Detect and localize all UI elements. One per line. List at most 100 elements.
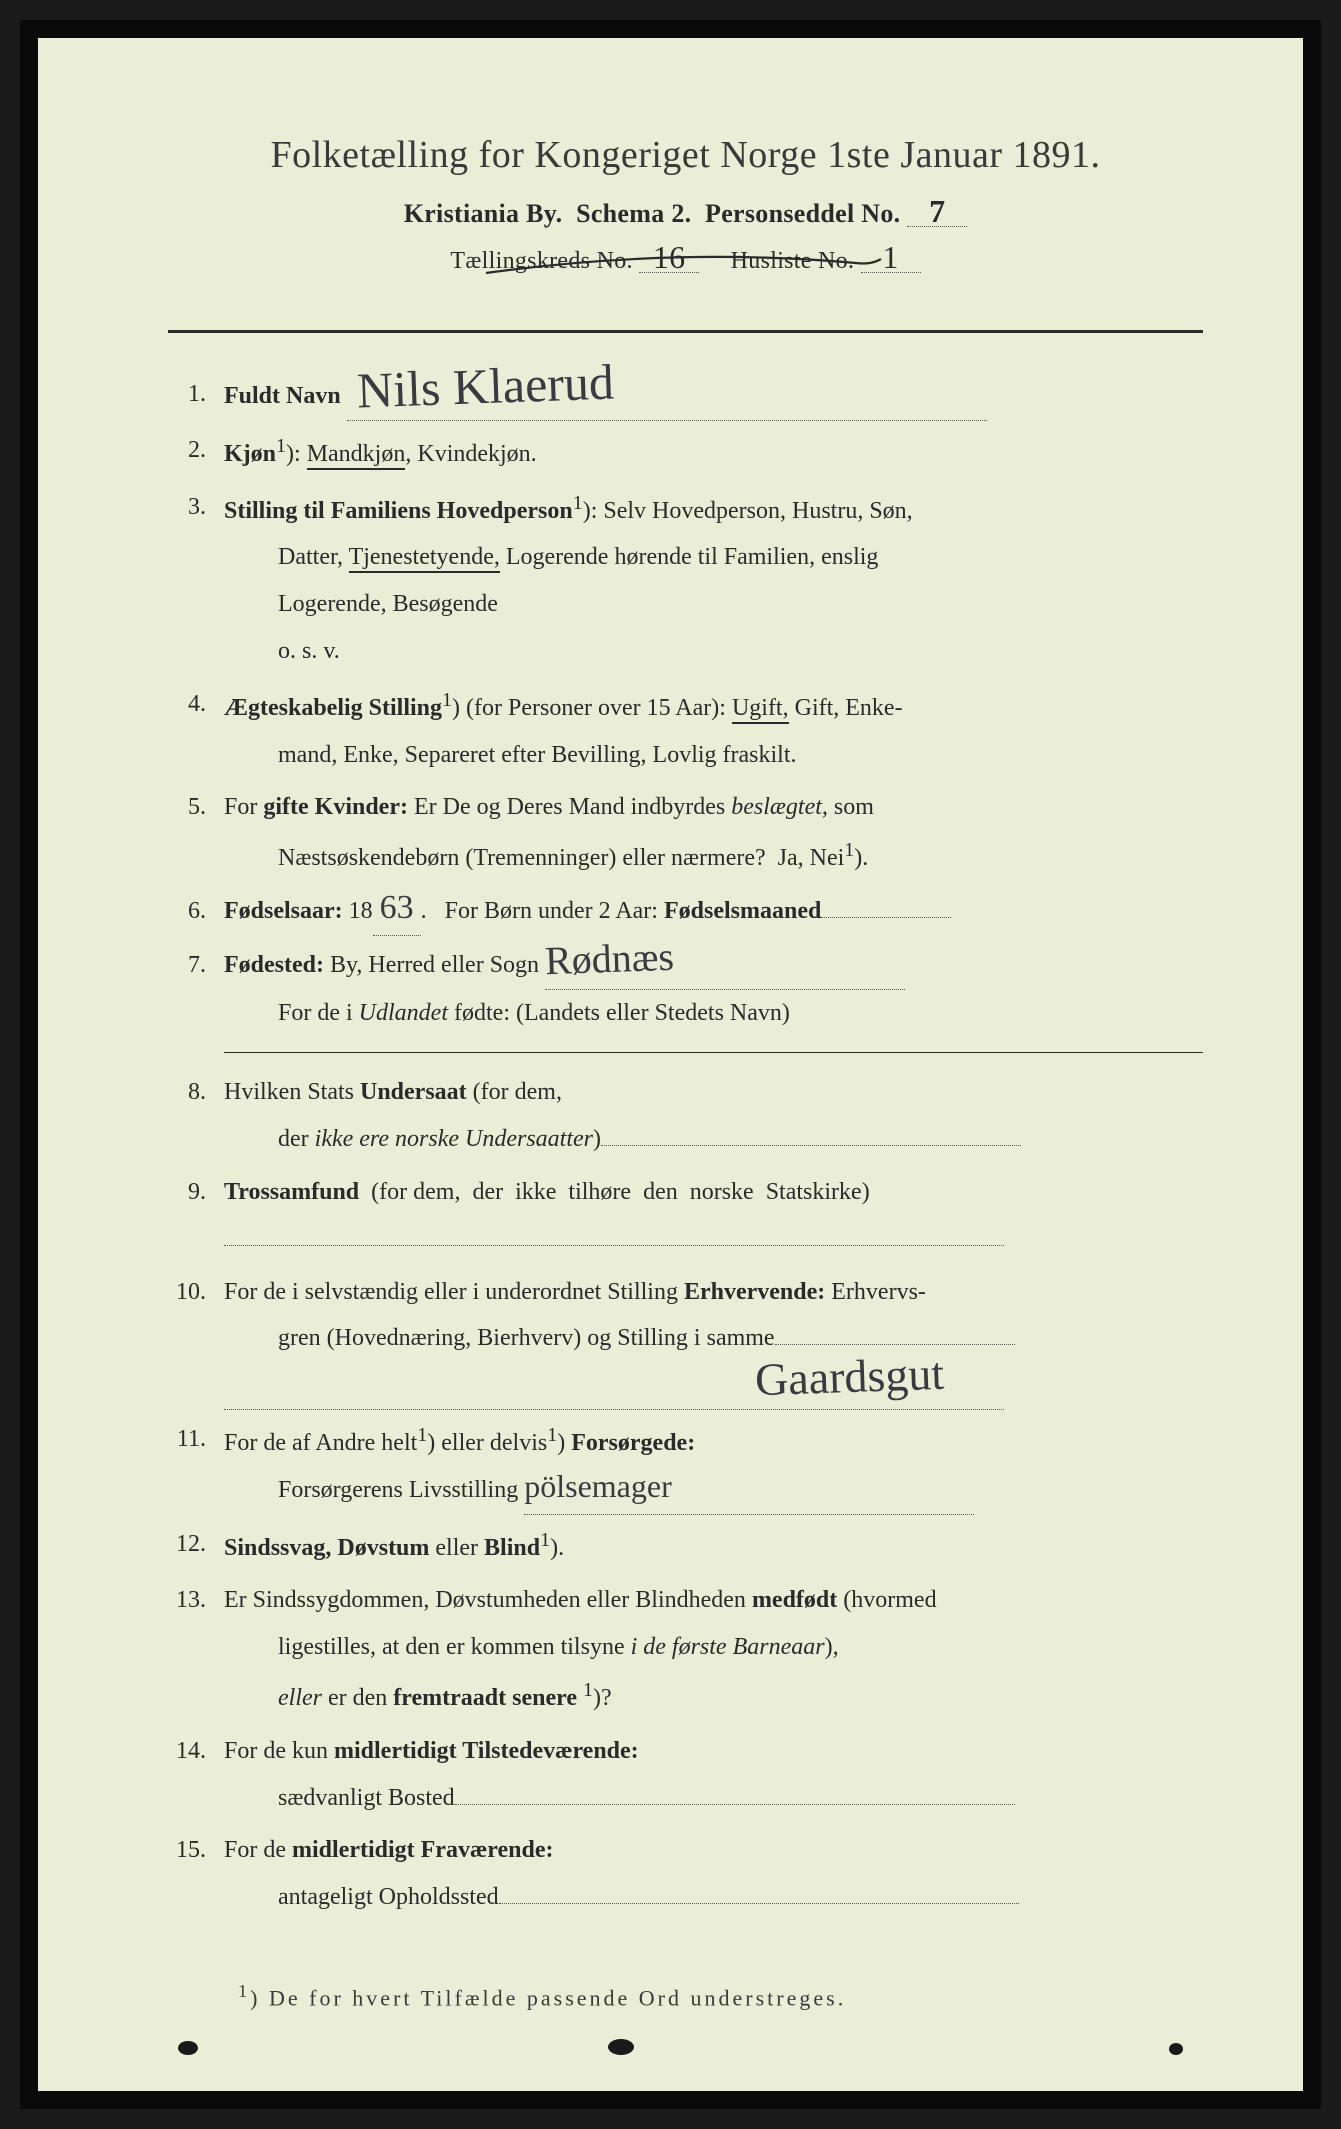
entry-13: 13. Er Sindssygdommen, Døvstumheden elle… [168,1577,1203,1721]
label2: Fødselsmaaned [664,898,821,924]
entry-body: Stilling til Familiens Hovedperson1): Se… [224,484,1203,675]
entry-5: 5. For gifte Kvinder: Er De og Deres Man… [168,784,1203,882]
month-field [821,917,951,918]
b1: medfødt [752,1587,837,1613]
entry-body: For de i selvstændig eller i underordnet… [224,1269,1203,1410]
l2a: der [278,1126,315,1152]
name-value: Nils Klaerud [356,367,614,406]
entry-body: Fødested: By, Herred eller Sogn Rødnæs F… [224,942,1203,1037]
label: midlertidigt Fraværende: [292,1837,554,1863]
entry-2: 2. Kjøn1): Mandkjøn, Kvindekjøn. [168,427,1203,478]
line2: Forsørgerens Livsstilling pölsemager [224,1477,974,1503]
l3a: eller [278,1685,322,1711]
entry-num: 15. [168,1827,224,1921]
t2: Erhvervs- [825,1279,926,1305]
entry-7: 7. Fødested: By, Herred eller Sogn Rødnæ… [168,942,1203,1037]
selected-ugift: Ugift, [732,695,789,724]
line2: Næstsøskendebørn (Tremenninger) eller næ… [224,845,868,871]
ital: i de første Barneaar [631,1634,825,1660]
entry-4: 4. Ægteskabelig Stilling1) (for Personer… [168,681,1203,779]
sup: 1 [573,492,583,514]
rest: ) (for Personer over 15 Aar): [452,695,732,721]
entry-num: 6. [168,888,224,936]
l2a: Datter, [278,544,349,570]
entry-body: Er Sindssygdommen, Døvstumheden eller Bl… [224,1577,1203,1721]
entry-body: Ægteskabelig Stilling1) (for Personer ov… [224,681,1203,779]
label: Fødested: [224,952,324,978]
label: midlertidigt Tilstedeværende: [334,1738,639,1764]
rest: By, Herred eller Sogn [324,952,545,978]
l2b: fødte: (Landets eller Stedets Navn) [448,1000,790,1026]
t1: Hvilken Stats [224,1079,360,1105]
l2: Næstsøskendebørn (Tremenninger) eller næ… [278,845,844,871]
flourish-mark [168,249,1203,290]
label: Trossamfund [224,1179,359,1205]
t2: (hvormed [837,1587,936,1613]
t3: ) [557,1430,571,1456]
entry-9: 9. Trossamfund (for dem, der ikke tilhør… [168,1169,1203,1263]
entries: 1. Fuldt Navn Nils Klaerud 2. Kjøn1): Ma… [168,371,1203,1921]
ink-blob-icon [1169,2043,1183,2055]
scan-frame: Folketælling for Kongeriget Norge 1ste J… [20,20,1321,2109]
label: Fuldt Navn [224,383,341,409]
footnote-text: ) De for hvert Tilfælde passende Ord und… [250,1985,846,2010]
rest: ): [286,441,307,467]
header: Folketælling for Kongeriget Norge 1ste J… [168,133,1203,290]
ital: ikke ere norske Undersaatter [315,1126,593,1152]
occupation-value: Gaardsgut [755,1360,945,1394]
l2: Forsørgerens Livsstilling [278,1477,524,1503]
entry-body: Sindssvag, Døvstum eller Blind1). [224,1521,1203,1572]
entry-num: 3. [168,484,224,675]
sup: 1 [417,1424,427,1446]
entry-num: 2. [168,427,224,478]
ital: beslægtet, [731,794,828,820]
t1: Er Sindssygdommen, Døvstumheden eller Bl… [224,1587,752,1613]
entry-num: 4. [168,681,224,779]
entry-body: Fødselsaar: 1863. For Børn under 2 Aar: … [224,888,1203,936]
entry-body: For de kun midlertidigt Tilstedeværende:… [224,1728,1203,1822]
b2: fremtraadt senere [393,1685,577,1711]
entry-10: 10. For de i selvstændig eller i underor… [168,1269,1203,1410]
rest2: Gift, Enke- [789,695,903,721]
t1: For de i selvstændig eller i underordnet… [224,1279,684,1305]
entry-body: For de midlertidigt Fraværende: antageli… [224,1827,1203,1921]
name-field: Nils Klaerud [347,371,987,421]
entry-num: 12. [168,1521,224,1572]
subtitle-prefix: Kristiania By. Schema 2. Personseddel No… [404,199,901,228]
t2: ) eller delvis [427,1430,547,1456]
label: Fødselsaar: [224,898,343,924]
t1: For de af Andre helt [224,1430,417,1456]
mid: eller [429,1535,484,1561]
line3: Logerende, Besøgende [224,591,498,617]
main-title: Folketælling for Kongeriget Norge 1ste J… [168,133,1203,177]
footnote: 1) De for hvert Tilfælde passende Ord un… [238,1981,1203,2011]
divider-thin [224,1052,1203,1053]
personseddel-no: 7 [907,197,967,227]
line2: Datter, Tjenestetyende, Logerende hørend… [224,544,878,570]
sep: , [405,441,417,467]
label: Kjøn [224,441,276,467]
tail: ). [854,845,868,871]
entry-body: For de af Andre helt1) eller delvis1) Fo… [224,1416,1203,1515]
birthplace-value: Rødnæs [545,945,675,973]
l2: sædvanligt Bosted [278,1785,455,1811]
tail: ). [550,1535,564,1561]
selected-tjenestetyende: Tjenestetyende, [349,544,500,573]
line2: ligestilles, at den er kommen tilsyne i … [224,1634,839,1660]
fill [499,1903,1019,1904]
label: Ægteskabelig Stilling [224,695,442,721]
rest: (for dem, der ikke tilhøre den norske St… [359,1179,870,1205]
label: Erhvervende: [684,1279,825,1305]
rest: . For Børn under 2 Aar: [421,898,664,924]
entry-6: 6. Fødselsaar: 1863. For Børn under 2 Aa… [168,888,1203,936]
l2: antageligt Opholdssted [278,1884,499,1910]
entry-body: Kjøn1): Mandkjøn, Kvindekjøn. [224,427,1203,478]
entry-num: 14. [168,1728,224,1822]
entry-num: 7. [168,942,224,1037]
ink-blob-icon [608,2039,634,2055]
l2b: Logerende hørende til Familien, enslig [500,544,879,570]
document-paper: Folketælling for Kongeriget Norge 1ste J… [38,38,1303,2091]
provider-value: pölsemager [524,1477,672,1496]
entry-11: 11. For de af Andre helt1) eller delvis1… [168,1416,1203,1515]
entry-num: 11. [168,1416,224,1515]
